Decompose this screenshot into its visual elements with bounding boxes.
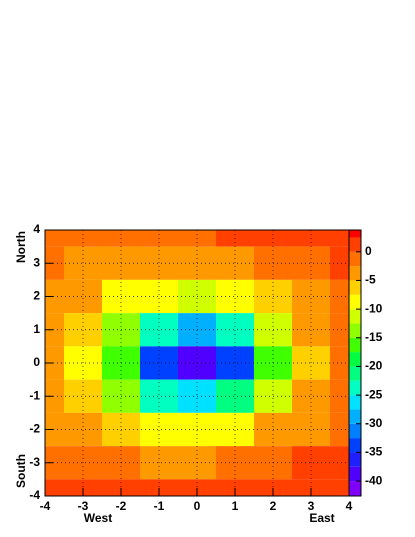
z-tick-label: -5 [365, 273, 376, 287]
colorbar-band [349, 395, 361, 410]
contour-cell [330, 346, 349, 380]
contour-cell [45, 313, 64, 347]
x-tick-label: -4 [40, 499, 51, 513]
y-tick-label: 0 [33, 355, 40, 369]
x-label-east: East [309, 511, 334, 525]
colorbar-band [349, 237, 361, 252]
x-tick-label: 3 [308, 499, 315, 513]
x-tick-label: -1 [154, 499, 165, 513]
y-tick-label: -1 [29, 388, 40, 402]
contour-cell [64, 379, 102, 413]
x-tick-label: 1 [232, 499, 239, 513]
x-tick-label: -3 [78, 499, 89, 513]
colorbar-band [349, 366, 361, 381]
colorbar-band [349, 352, 361, 367]
contour-cell [64, 279, 102, 314]
contour-cell [292, 479, 330, 496]
colorbar-band [349, 380, 361, 396]
contour-cell [330, 446, 349, 480]
colorbar-band [349, 280, 361, 295]
colorbar-band [349, 337, 361, 353]
contour-cell [330, 379, 349, 413]
z-tick-label: -40 [365, 473, 383, 487]
z-tick-label: 0 [365, 244, 372, 258]
contour-cell [330, 412, 349, 447]
colorbar-band [349, 294, 361, 310]
colorbar-frame [348, 229, 362, 497]
colorbar-band [349, 481, 361, 496]
z-tick-label: -15 [365, 330, 383, 344]
contour-cell [330, 479, 349, 496]
x-tick-label: -2 [116, 499, 127, 513]
contour-cell [292, 379, 330, 413]
colorbar-band [349, 323, 361, 338]
contour-cell [140, 279, 178, 314]
colorbar-band [349, 230, 361, 238]
colorbar-band [349, 438, 361, 453]
z-tick-label: -35 [365, 445, 383, 459]
contour-cell [330, 246, 349, 280]
contour-cell [45, 346, 64, 380]
contour-cell [330, 313, 349, 347]
y-tick-label: -3 [29, 455, 40, 469]
contour-cell [140, 379, 178, 413]
z-tick-label: -20 [365, 359, 383, 373]
colorbar-band [349, 309, 361, 324]
y-label-south: South [14, 454, 28, 488]
z-tick-label: -30 [365, 416, 383, 430]
contour-cell [45, 412, 64, 447]
colorbar-band [349, 452, 361, 467]
contour-cell [45, 230, 64, 247]
colorbar-band [349, 409, 361, 424]
contour-cell [102, 479, 140, 496]
z-tick-label: -10 [365, 301, 383, 315]
colorbar-band [349, 251, 361, 267]
contour-cell [330, 230, 349, 247]
contour-cell [178, 479, 216, 496]
contour-cell [216, 479, 254, 496]
colorbar-band [349, 466, 361, 482]
contour-cell [216, 379, 254, 413]
contour-cell [45, 246, 64, 280]
z-tick-label: -25 [365, 387, 383, 401]
y-tick-label: 4 [33, 222, 40, 236]
x-tick-label: 0 [194, 499, 201, 513]
y-tick-label: -4 [29, 488, 40, 502]
contour-cell [292, 279, 330, 314]
y-tick-label: 3 [33, 255, 40, 269]
x-label-west: West [84, 511, 112, 525]
contour-cell [140, 479, 178, 496]
contour-cell [45, 446, 64, 480]
contour-cell [64, 479, 102, 496]
y-tick-label: 2 [33, 289, 40, 303]
contour-cell [330, 279, 349, 314]
contour-cell [216, 279, 254, 314]
colorbar-band [349, 423, 361, 439]
x-tick-label: 4 [346, 499, 353, 513]
y-tick-label: 1 [33, 322, 40, 336]
contour-cell [45, 479, 64, 496]
contour-cell [254, 479, 292, 496]
contour-cell [45, 279, 64, 314]
x-tick-label: 2 [270, 499, 277, 513]
colorbar-band [349, 266, 361, 281]
contour-cell [45, 379, 64, 413]
y-label-north: North [14, 231, 28, 263]
y-tick-label: -2 [29, 422, 40, 436]
